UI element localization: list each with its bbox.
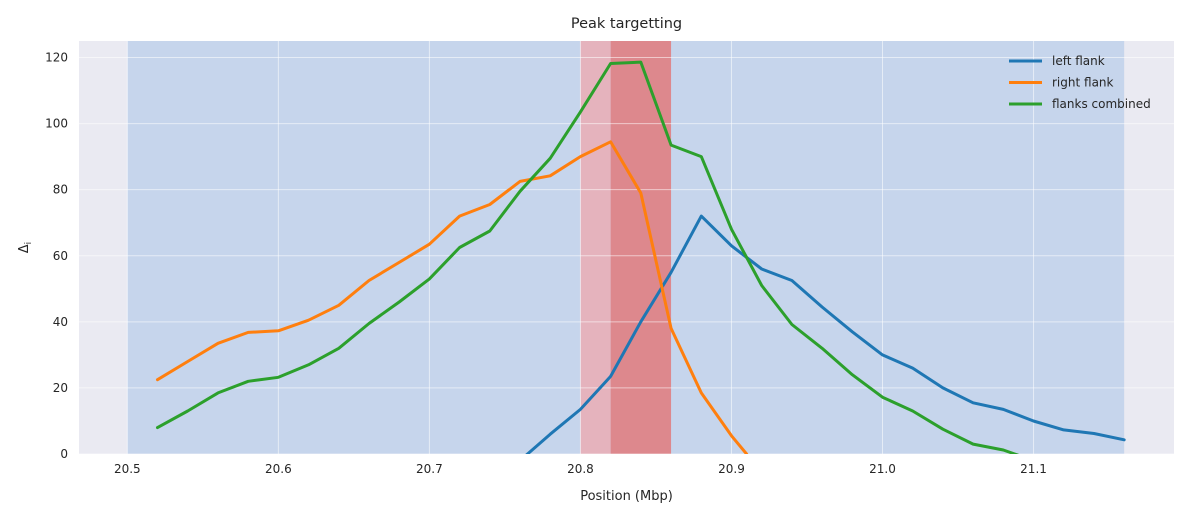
- shaded-regions: [127, 41, 1125, 454]
- y-tick-label: 40: [53, 315, 68, 329]
- x-tick-label: 20.9: [718, 462, 745, 476]
- x-tick-label: 20.6: [265, 462, 292, 476]
- series-line-flanks-combined: [156, 60, 1020, 454]
- x-tick-labels: 20.5 20.6 20.7 20.8 20.9 21.0 21.1: [114, 462, 1047, 476]
- shaded-region-2: [580, 41, 611, 454]
- shaded-region-3: [610, 41, 672, 454]
- y-tick-label: 0: [60, 447, 68, 461]
- y-tick-labels: 0 20 40 60 80 100 120: [45, 51, 68, 461]
- x-tick-label: 21.0: [869, 462, 896, 476]
- x-axis-label: Position (Mbp): [580, 489, 673, 504]
- legend: left flank right flank flanks combined: [1009, 54, 1151, 111]
- legend-label-flanks-combined: flanks combined: [1052, 97, 1151, 111]
- series-lines: [156, 60, 1126, 454]
- y-tick-label: 120: [45, 51, 68, 65]
- legend-label-right-flank: right flank: [1052, 76, 1114, 90]
- y-tick-label: 100: [45, 117, 68, 131]
- chart-title: Peak targetting: [571, 16, 682, 32]
- plot-area: [79, 41, 1174, 455]
- y-tick-label: 60: [53, 249, 68, 263]
- series-line-right-flank: [156, 140, 749, 454]
- y-tick-label: 20: [53, 381, 68, 395]
- x-tick-label: 20.8: [567, 462, 594, 476]
- legend-label-left-flank: left flank: [1052, 54, 1105, 68]
- y-axis-label-subscript: i: [24, 242, 34, 245]
- series-line-left-flank: [525, 214, 1126, 454]
- x-tick-label: 20.5: [114, 462, 141, 476]
- y-tick-label: 80: [53, 183, 68, 197]
- y-axis-label-main: Δ: [17, 244, 32, 253]
- x-tick-label: 20.7: [416, 462, 443, 476]
- y-axis-label: Δi: [17, 242, 34, 253]
- x-tick-label: 21.1: [1020, 462, 1047, 476]
- grid-lines: [79, 41, 1174, 455]
